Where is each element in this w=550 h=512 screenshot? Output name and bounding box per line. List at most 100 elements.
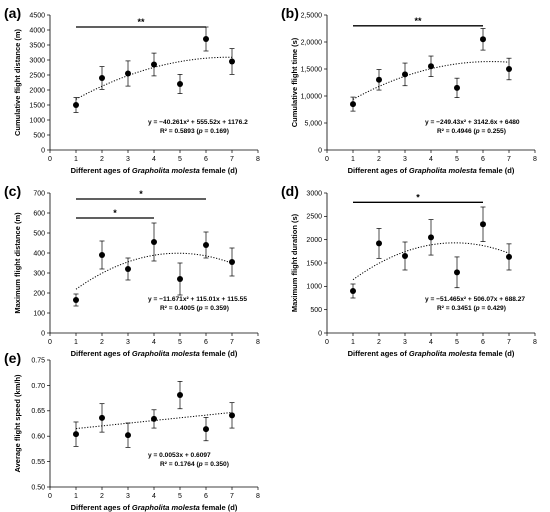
- panel-label: (a): [4, 5, 21, 21]
- y-tick-label: 300: [33, 270, 45, 277]
- x-tick-label: 8: [256, 339, 260, 346]
- x-tick-label: 3: [126, 493, 130, 500]
- significance-label: **: [137, 17, 145, 27]
- x-tick-label: 5: [455, 156, 459, 163]
- y-tick-label: 100: [33, 310, 45, 317]
- r-squared-part: = 0.429): [480, 305, 506, 312]
- regression-equation: y = −51.465x² + 506.07x + 688.27: [425, 296, 525, 303]
- chart-panel-5: (e) 0.50 0.55 0.60 0.65 0.70 0.75 0 1 2 3 4 5 6 7 8 Aver…: [4, 350, 260, 512]
- y-tick-label: 600: [33, 210, 45, 217]
- y-tick-label: 700: [33, 190, 45, 197]
- data-point: [506, 66, 512, 72]
- data-point: [125, 266, 131, 272]
- regression-equation: y = −11.671x² + 115.01x + 115.55: [148, 296, 247, 303]
- significance-label: *: [416, 192, 420, 202]
- data-point: [428, 234, 434, 241]
- y-tick-label: 0: [318, 147, 322, 154]
- y-tick-label: 1500: [306, 260, 322, 267]
- x-axis-label-part: Different ages of: [348, 349, 409, 358]
- y-tick-label: 1000: [306, 284, 322, 291]
- x-tick-label: 7: [230, 339, 234, 346]
- y-tick-label: 2,5000: [301, 12, 323, 19]
- data-point: [428, 63, 434, 70]
- x-tick-label: 3: [403, 339, 407, 346]
- y-tick-label: 2500: [306, 214, 322, 221]
- x-tick-label: 6: [481, 339, 485, 346]
- y-tick-label: 2000: [306, 237, 322, 244]
- x-axis-label-part: Grapholita molesta: [409, 166, 477, 175]
- x-axis-label-part: Different ages of: [71, 503, 132, 512]
- data-point: [73, 102, 79, 108]
- r-squared-part: = 0.359): [203, 305, 229, 312]
- y-tick-label: 1000: [29, 117, 45, 124]
- x-tick-label: 2: [100, 339, 104, 346]
- panel-label: (d): [281, 183, 299, 199]
- x-tick-label: 4: [152, 156, 156, 163]
- r-squared-part: = 0.255): [480, 128, 506, 135]
- x-axis-label: Different ages of Grapholita molesta fem…: [71, 503, 238, 512]
- x-tick-label: 2: [100, 156, 104, 163]
- x-tick-label: 7: [230, 493, 234, 500]
- data-point: [229, 58, 235, 65]
- y-tick-label: 0: [41, 147, 45, 154]
- data-point: [99, 75, 105, 81]
- x-axis-label-part: female (d): [477, 349, 515, 358]
- data-point: [480, 221, 486, 228]
- data-point: [151, 61, 157, 68]
- chart-panel-4: (d) 0 500 1000 1500 2000 2500 3000 0 1 2 3 4 5 6 7 8 Maxi…: [281, 183, 537, 358]
- y-tick-label: 4500: [29, 12, 45, 19]
- data-point: [203, 36, 209, 42]
- y-tick-label: 2500: [29, 72, 45, 79]
- data-point: [177, 276, 183, 282]
- r-squared-part: R² = 0.4946 (: [437, 128, 476, 135]
- y-tick-label: 200: [33, 290, 45, 297]
- x-tick-label: 5: [178, 156, 182, 163]
- significance-label: *: [113, 208, 117, 218]
- data-point: [151, 239, 157, 245]
- x-axis-label-part: Grapholita molesta: [409, 349, 477, 358]
- data-point: [73, 431, 79, 438]
- x-tick-label: 5: [178, 493, 182, 500]
- x-tick-label: 6: [481, 156, 485, 163]
- x-axis-label-part: Grapholita molesta: [132, 349, 200, 358]
- x-tick-label: 5: [455, 339, 459, 346]
- x-tick-label: 3: [126, 339, 130, 346]
- r-squared-part: R² = 0.5893 (: [160, 128, 199, 135]
- data-point: [125, 432, 131, 439]
- y-tick-label: 4000: [29, 27, 45, 34]
- x-tick-label: 7: [230, 156, 234, 163]
- r-squared-part: p: [475, 305, 480, 312]
- data-point: [229, 412, 235, 419]
- r-squared-label: R² = 0.5893 (p = 0.169): [160, 128, 229, 135]
- x-tick-label: 2: [377, 156, 381, 163]
- data-point: [229, 259, 235, 265]
- x-axis-label: Different ages of Grapholita molesta fem…: [71, 349, 238, 358]
- panel-label: (c): [4, 183, 21, 199]
- y-tick-label: 0.65: [31, 408, 45, 415]
- y-axis-label: Cumulative flight time (s): [290, 37, 299, 127]
- data-point: [73, 297, 79, 303]
- y-tick-label: 1500: [29, 102, 45, 109]
- y-tick-label: 0: [318, 330, 322, 337]
- y-tick-label: 3500: [29, 42, 45, 49]
- y-axis-label: Maximum flight duration (s): [290, 213, 299, 312]
- chart-panel-1: (a) 0 500 1000 1500 2000 2500 3000 3500 4000 4500 0…: [4, 5, 260, 175]
- y-tick-label: 0.75: [31, 357, 45, 364]
- y-tick-label: 400: [33, 250, 45, 257]
- x-tick-label: 1: [74, 156, 78, 163]
- y-tick-label: 3000: [29, 57, 45, 64]
- y-tick-label: 500: [33, 230, 45, 237]
- data-point: [402, 253, 408, 259]
- x-axis-label-part: Grapholita molesta: [132, 166, 200, 175]
- regression-equation: y = −40.261x² + 555.52x + 1176.2: [148, 119, 248, 126]
- x-axis-label-part: female (d): [200, 503, 238, 512]
- x-tick-label: 1: [74, 493, 78, 500]
- significance-label: *: [139, 189, 143, 199]
- data-point: [203, 426, 209, 433]
- y-tick-label: 2000: [29, 87, 45, 94]
- y-tick-label: 500: [310, 307, 322, 314]
- x-tick-label: 8: [256, 156, 260, 163]
- y-axis-label: Average flight speed (km/h): [13, 374, 22, 473]
- x-tick-label: 4: [429, 339, 433, 346]
- data-point: [480, 36, 486, 43]
